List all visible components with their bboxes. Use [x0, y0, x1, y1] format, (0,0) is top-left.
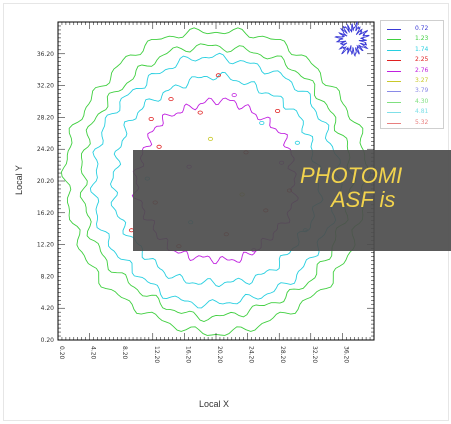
contour-ring: [79, 43, 357, 322]
y-axis: 0.20 4.20 8.20 12.20 16.20 20.20 24.20 28.20 32.…: [37, 51, 54, 344]
legend: 0.72 1.23 1.74 2.25 2.76 3.27 3.79 4.30 4.81 5.32: [380, 20, 444, 129]
contour-blob: [294, 140, 300, 145]
contour-ring: [60, 27, 372, 336]
contour-blob: [231, 93, 237, 98]
x-tick-label: 32.20: [311, 346, 318, 363]
y-tick-label: 0.20: [41, 337, 55, 344]
y-tick-label: 8.20: [41, 273, 55, 280]
legend-item: 3.79: [385, 86, 441, 96]
x-tick-label: 12.20: [153, 346, 160, 363]
x-axis-label: Local X: [199, 399, 230, 409]
legend-swatch: [387, 39, 401, 41]
legend-swatch: [387, 81, 401, 82]
contour-blob: [274, 109, 281, 114]
legend-swatch: [387, 91, 401, 93]
x-tick-label: 36.20: [342, 346, 349, 363]
y-tick-label: 12.20: [37, 242, 54, 249]
y-tick-label: 20.20: [37, 178, 54, 185]
legend-swatch: [387, 112, 401, 114]
x-axis: 0.20 4.20 8.20 12.20 16.20 20.20 24.20 28.20 32.…: [58, 346, 349, 363]
y-tick-label: 4.20: [41, 305, 55, 312]
contour-blob: [156, 144, 162, 149]
contour-ring: [334, 20, 370, 58]
y-tick-label: 28.20: [37, 114, 54, 121]
overlay-text-line-2: ASF is: [331, 187, 396, 212]
x-tick-label: 28.20: [279, 346, 286, 363]
contour-blob: [215, 73, 221, 78]
y-tick-label: 24.20: [37, 146, 54, 153]
contour-blob: [168, 97, 174, 102]
legend-label: 3.27: [415, 77, 429, 84]
x-tick-label: 8.20: [121, 346, 128, 360]
legend-swatch: [387, 101, 401, 103]
legend-label: 1.74: [415, 45, 429, 53]
legend-label: 2.76: [415, 66, 429, 74]
legend-item: 4.81: [385, 107, 441, 117]
legend-swatch: [387, 29, 401, 30]
contour-blob: [148, 117, 154, 122]
legend-item: 1.23: [385, 34, 441, 44]
legend-swatch: [387, 60, 401, 62]
contour-blob: [197, 110, 203, 115]
legend-label: 4.30: [415, 97, 429, 105]
contour-blob: [259, 121, 265, 126]
legend-label: 3.79: [415, 87, 429, 95]
legend-label: 0.72: [415, 25, 429, 32]
legend-item: 1.74: [385, 45, 441, 55]
x-tick-label: 24.20: [248, 346, 255, 363]
legend-label: 1.23: [415, 35, 429, 43]
legend-swatch: [387, 70, 401, 72]
x-tick-label: 16.20: [184, 346, 191, 363]
legend-swatch: [387, 122, 401, 124]
legend-item: 3.27: [385, 76, 441, 86]
x-tick-label: 0.20: [58, 346, 65, 360]
y-tick-label: 16.20: [37, 210, 54, 217]
y-axis-label: Local Y: [14, 165, 24, 195]
x-tick-label: 20.20: [216, 346, 223, 363]
contour-ring: [89, 52, 343, 309]
contour-ring: [110, 71, 324, 288]
legend-swatch: [387, 49, 401, 51]
x-tick-label: 4.20: [90, 346, 97, 360]
legend-item: 4.30: [385, 97, 441, 107]
y-tick-label: 36.20: [37, 51, 54, 58]
overlay-text-line-1: PHOTOMI: [300, 163, 403, 188]
legend-item: 5.32: [385, 118, 441, 128]
y-tick-label: 32.20: [37, 83, 54, 90]
legend-label: 2.25: [415, 56, 429, 64]
overlay-banner: PHOTOMI ASF is: [133, 150, 451, 251]
legend-item: 0.72: [385, 24, 441, 34]
legend-item: 2.76: [385, 66, 441, 76]
legend-label: 4.81: [415, 108, 429, 116]
legend-item: 2.25: [385, 55, 441, 65]
contour-blob: [207, 136, 214, 141]
legend-label: 5.32: [415, 118, 429, 126]
